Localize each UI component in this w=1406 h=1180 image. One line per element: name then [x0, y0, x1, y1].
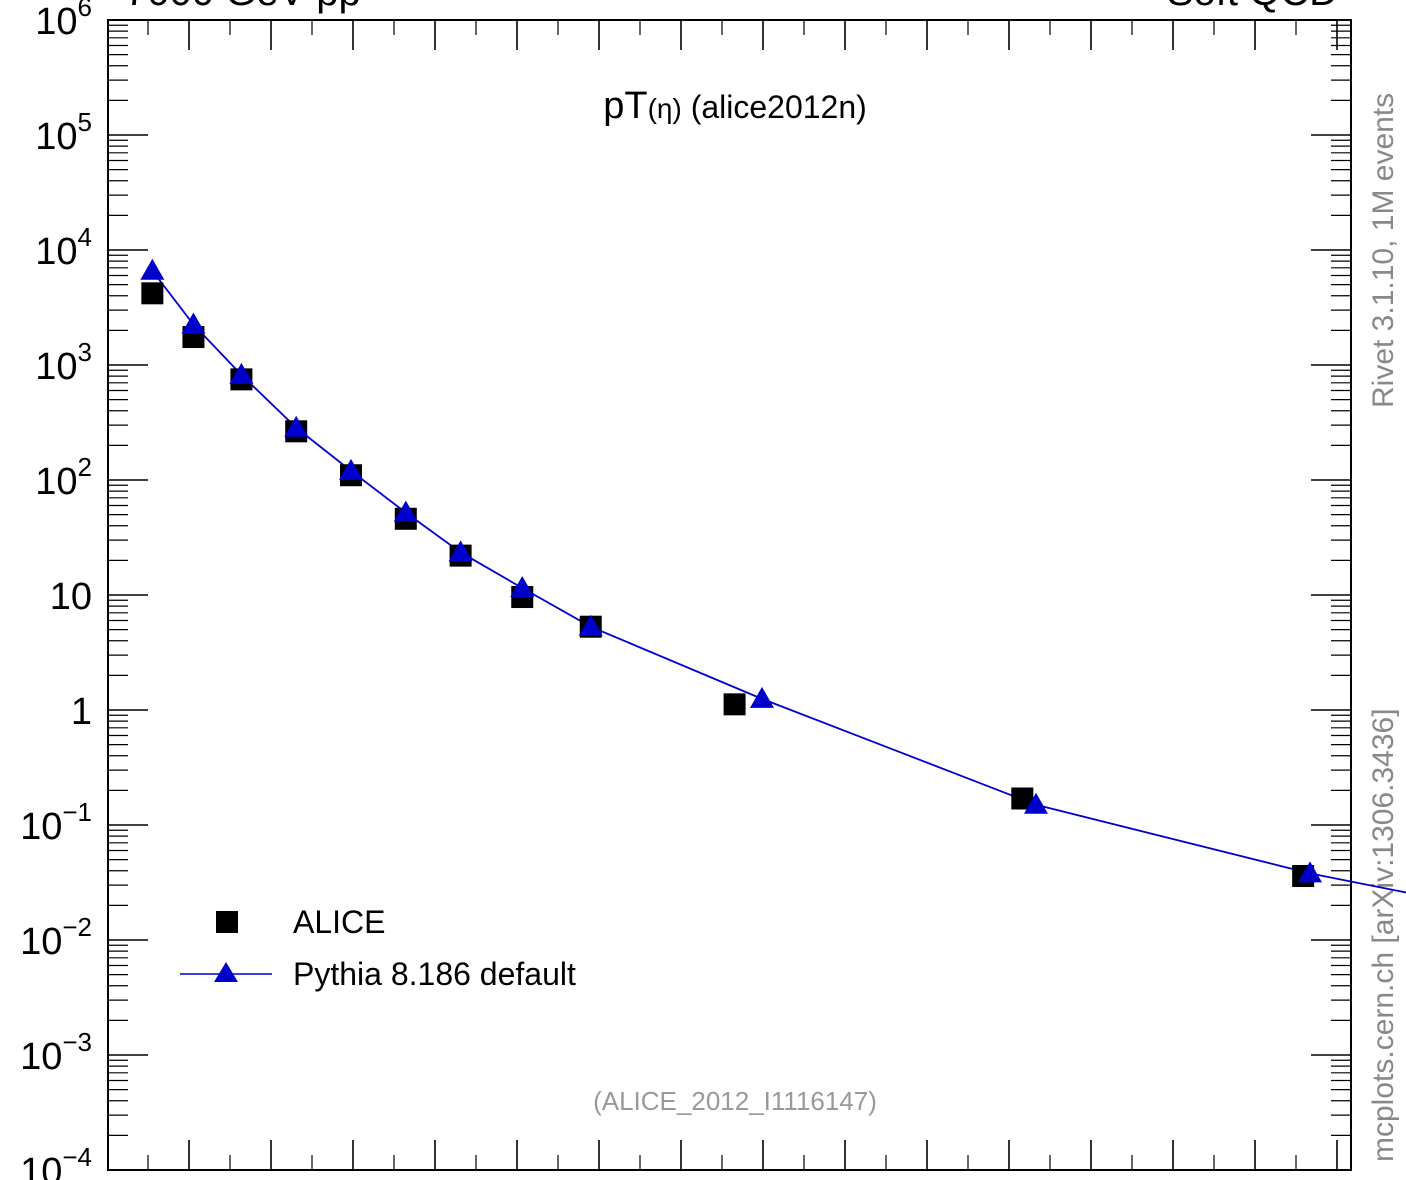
legend-pythia-label: Pythia 8.186 default [293, 956, 576, 992]
y-tick-label: 10−2 [20, 912, 92, 963]
y-tick-label: 106 [35, 0, 92, 43]
legend-alice-label: ALICE [293, 904, 385, 940]
x-axis-ticks [147, 20, 1338, 1170]
alice-data-point [141, 282, 164, 305]
alice-data-point [723, 693, 746, 716]
legend: ALICE Pythia 8.186 default [180, 904, 576, 992]
pythia-data-point [1298, 861, 1322, 883]
legend-pythia-marker [214, 962, 238, 982]
pythia-data-point [750, 686, 774, 708]
pythia-data-point [339, 458, 363, 480]
data-markers [141, 282, 1315, 888]
chart-title: pT(η) (alice2012n) [603, 85, 867, 127]
y-tick-label: 10 [50, 576, 92, 618]
plot-frame-box [107, 19, 1352, 1171]
pythia-data-point [229, 362, 254, 384]
pythia-data-point [181, 312, 206, 334]
header-left-text: 7000 GeV pp [125, 0, 361, 14]
y-tick-label: 102 [35, 452, 92, 503]
pythia-data-point [393, 500, 418, 522]
pythia-data-point [140, 258, 165, 280]
pythia-data-point [510, 576, 535, 598]
y-tick-label: 10−4 [20, 1142, 92, 1180]
mc-line [151, 270, 1406, 894]
alice-data-point [1011, 787, 1034, 810]
plot-frame [107, 19, 1352, 1171]
y-tick-label: 105 [35, 107, 92, 158]
pythia-data-point [578, 614, 603, 636]
y-tick-label: 103 [35, 337, 92, 388]
y-tick-label: 1 [71, 691, 92, 733]
pythia-data-point [448, 540, 473, 562]
reference-text: (ALICE_2012_I1116147) [593, 1086, 877, 1116]
mc-series-line [151, 270, 1406, 894]
side-label-top: Rivet 3.1.10, 1M events [1367, 93, 1400, 408]
y-tick-label: 104 [35, 222, 92, 273]
y-tick-label: 10−1 [20, 797, 92, 848]
pythia-data-point [284, 415, 309, 437]
y-axis-ticks [108, 19, 1351, 1171]
pythia-data-point [1024, 792, 1048, 814]
side-label-bottom: mcplots.cern.ch [arXiv:1306.3436] [1367, 708, 1400, 1162]
legend-alice-marker [216, 911, 238, 933]
y-tick-label: 10−3 [20, 1027, 92, 1078]
mc-markers [140, 258, 1322, 883]
header-right-text: Soft QCD [1167, 0, 1338, 14]
